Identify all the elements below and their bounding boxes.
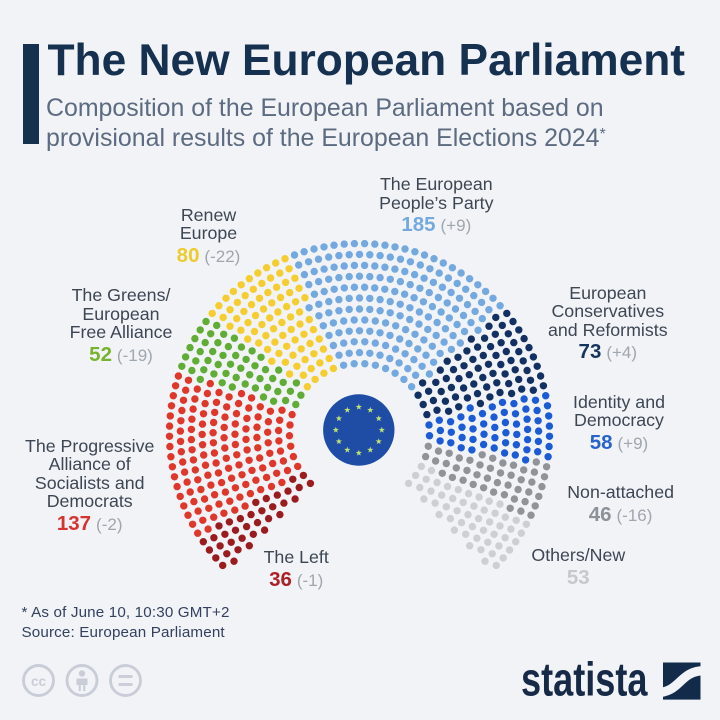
svg-text:statista: statista <box>521 653 648 706</box>
svg-text:cc: cc <box>31 674 47 689</box>
